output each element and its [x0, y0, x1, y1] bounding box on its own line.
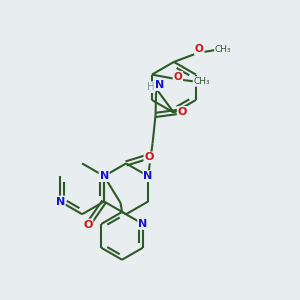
Text: O: O [83, 220, 92, 230]
Text: H: H [147, 82, 155, 92]
Text: N: N [154, 80, 164, 90]
Text: N: N [56, 196, 65, 206]
Text: O: O [178, 107, 187, 117]
Text: O: O [144, 152, 154, 163]
Text: O: O [195, 44, 204, 54]
Text: N: N [138, 219, 147, 229]
Text: N: N [143, 171, 153, 181]
Text: O: O [173, 72, 182, 82]
Text: CH₃: CH₃ [194, 77, 210, 86]
Text: N: N [100, 171, 109, 181]
Text: CH₃: CH₃ [215, 46, 232, 55]
